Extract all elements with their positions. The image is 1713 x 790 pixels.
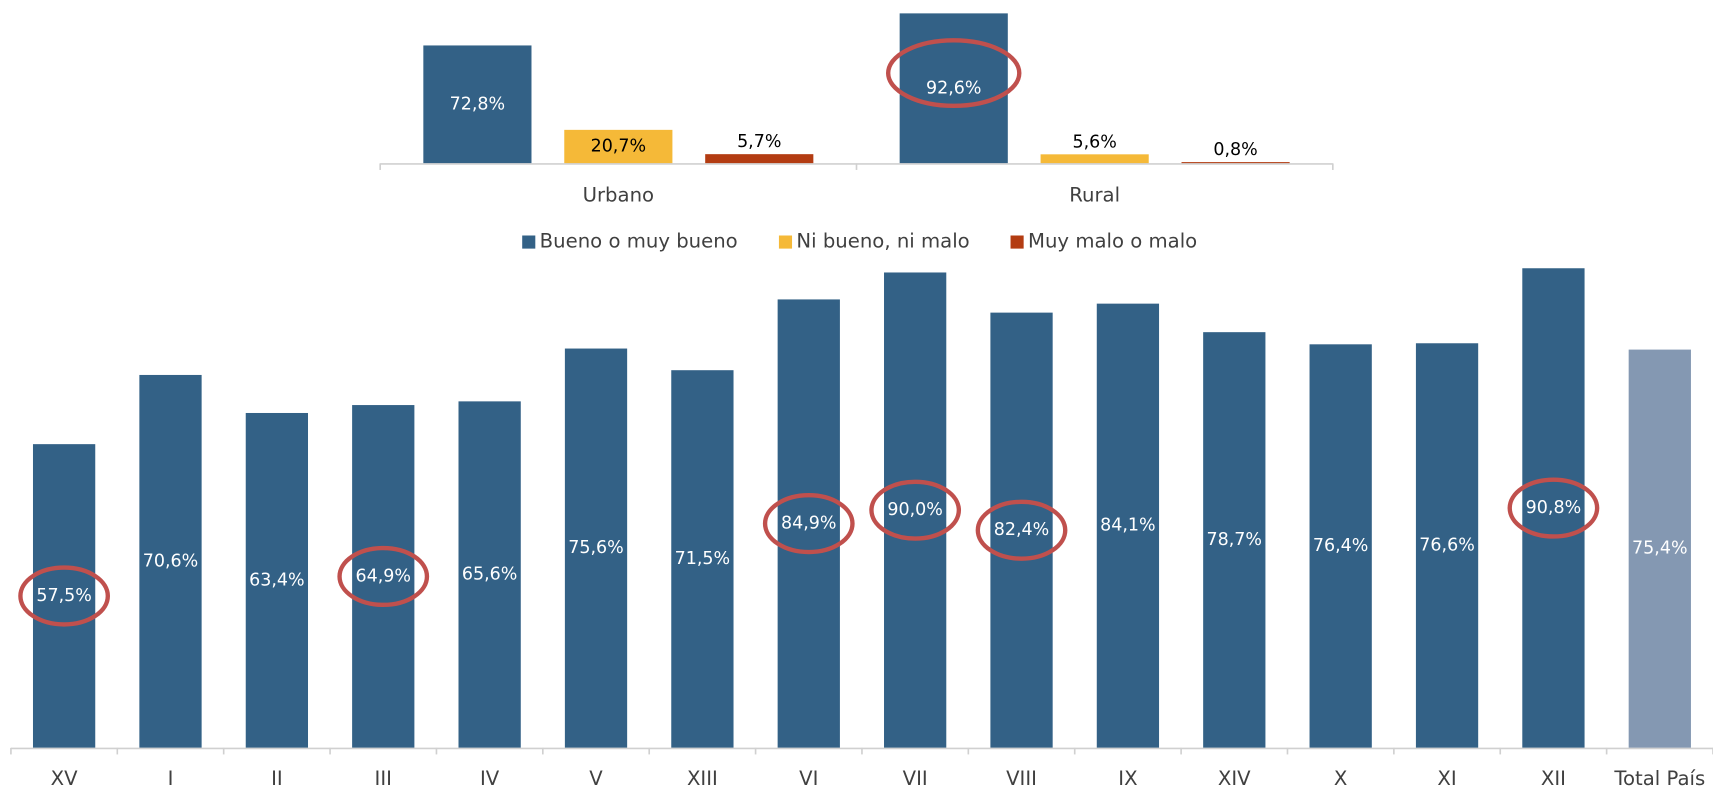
highlight-ring — [869, 479, 962, 541]
data-label: 90,0% — [887, 500, 943, 520]
bar — [458, 401, 521, 748]
x-tick-label: V — [589, 767, 603, 790]
data-label: 0,8% — [1213, 140, 1257, 160]
legend-swatch — [1010, 235, 1024, 249]
legend-swatch — [522, 235, 536, 249]
x-tick-label: III — [375, 767, 392, 790]
data-label: 65,6% — [462, 565, 518, 585]
bar — [352, 405, 415, 748]
data-label: 75,4% — [1632, 539, 1688, 559]
bar — [884, 272, 947, 748]
highlight-ring — [18, 565, 110, 627]
bar — [1415, 343, 1479, 748]
x-tick-label: IV — [480, 767, 500, 790]
highlight-ring — [1507, 477, 1600, 539]
x-tick-label: XV — [51, 767, 78, 790]
data-label: 76,6% — [1419, 536, 1475, 556]
legend-label: Muy malo o malo — [1028, 230, 1197, 253]
data-label: 78,7% — [1207, 530, 1263, 550]
bar — [1628, 349, 1691, 748]
bar — [705, 154, 814, 164]
bar — [671, 370, 734, 748]
bar — [1181, 162, 1290, 164]
x-tick-label: Total País — [1613, 767, 1705, 790]
bar — [990, 312, 1053, 748]
bar — [245, 412, 309, 748]
data-label: 82,4% — [994, 520, 1050, 540]
data-label: 5,7% — [737, 132, 781, 152]
data-label: 70,6% — [143, 551, 198, 571]
legend-swatch — [778, 235, 793, 249]
highlight-ring — [975, 499, 1068, 561]
legend-label: Bueno o muy bueno — [540, 230, 738, 253]
bar — [1203, 332, 1266, 748]
x-tick-label: II — [271, 767, 283, 790]
x-tick-label: XIV — [1218, 767, 1251, 790]
data-label: 75,6% — [568, 538, 624, 558]
highlight-ring — [337, 545, 430, 608]
highlight-ring — [885, 38, 1022, 109]
bar — [423, 45, 532, 164]
data-label: 5,6% — [1072, 132, 1116, 152]
data-label: 92,6% — [926, 78, 982, 98]
data-label: 20,7% — [591, 137, 647, 157]
legend-label: Ni bueno, ni malo — [796, 230, 969, 253]
x-tick-label: VII — [903, 767, 928, 790]
data-label: 71,5% — [675, 549, 731, 569]
x-tick-label: VI — [799, 767, 818, 790]
data-label: 64,9% — [356, 566, 412, 586]
data-label: 84,9% — [781, 514, 837, 534]
bar — [139, 374, 202, 748]
highlight-ring — [762, 493, 855, 555]
bar — [1096, 303, 1160, 748]
bar — [564, 129, 673, 164]
x-tick-label: IX — [1118, 767, 1137, 790]
bar — [1522, 268, 1585, 748]
x-tick-label: I — [168, 767, 174, 790]
data-label: 76,4% — [1313, 536, 1369, 556]
x-tick-label: Rural — [1069, 184, 1120, 207]
x-tick-label: VIII — [1006, 767, 1037, 790]
bar — [777, 299, 840, 748]
data-label: 63,4% — [249, 570, 305, 590]
x-tick-label: X — [1334, 767, 1347, 790]
bar — [1309, 344, 1372, 748]
x-tick-label: XI — [1437, 767, 1456, 790]
x-tick-label: XII — [1541, 767, 1566, 790]
x-tick-label: XIII — [687, 767, 718, 790]
data-label: 72,8% — [450, 94, 505, 114]
data-label: 84,1% — [1100, 516, 1156, 536]
bar — [32, 444, 96, 748]
data-label: 57,5% — [36, 586, 92, 606]
x-tick-label: Urbano — [583, 184, 654, 207]
data-label: 90,8% — [1526, 498, 1582, 518]
bar — [564, 348, 628, 748]
bar — [1040, 154, 1149, 164]
